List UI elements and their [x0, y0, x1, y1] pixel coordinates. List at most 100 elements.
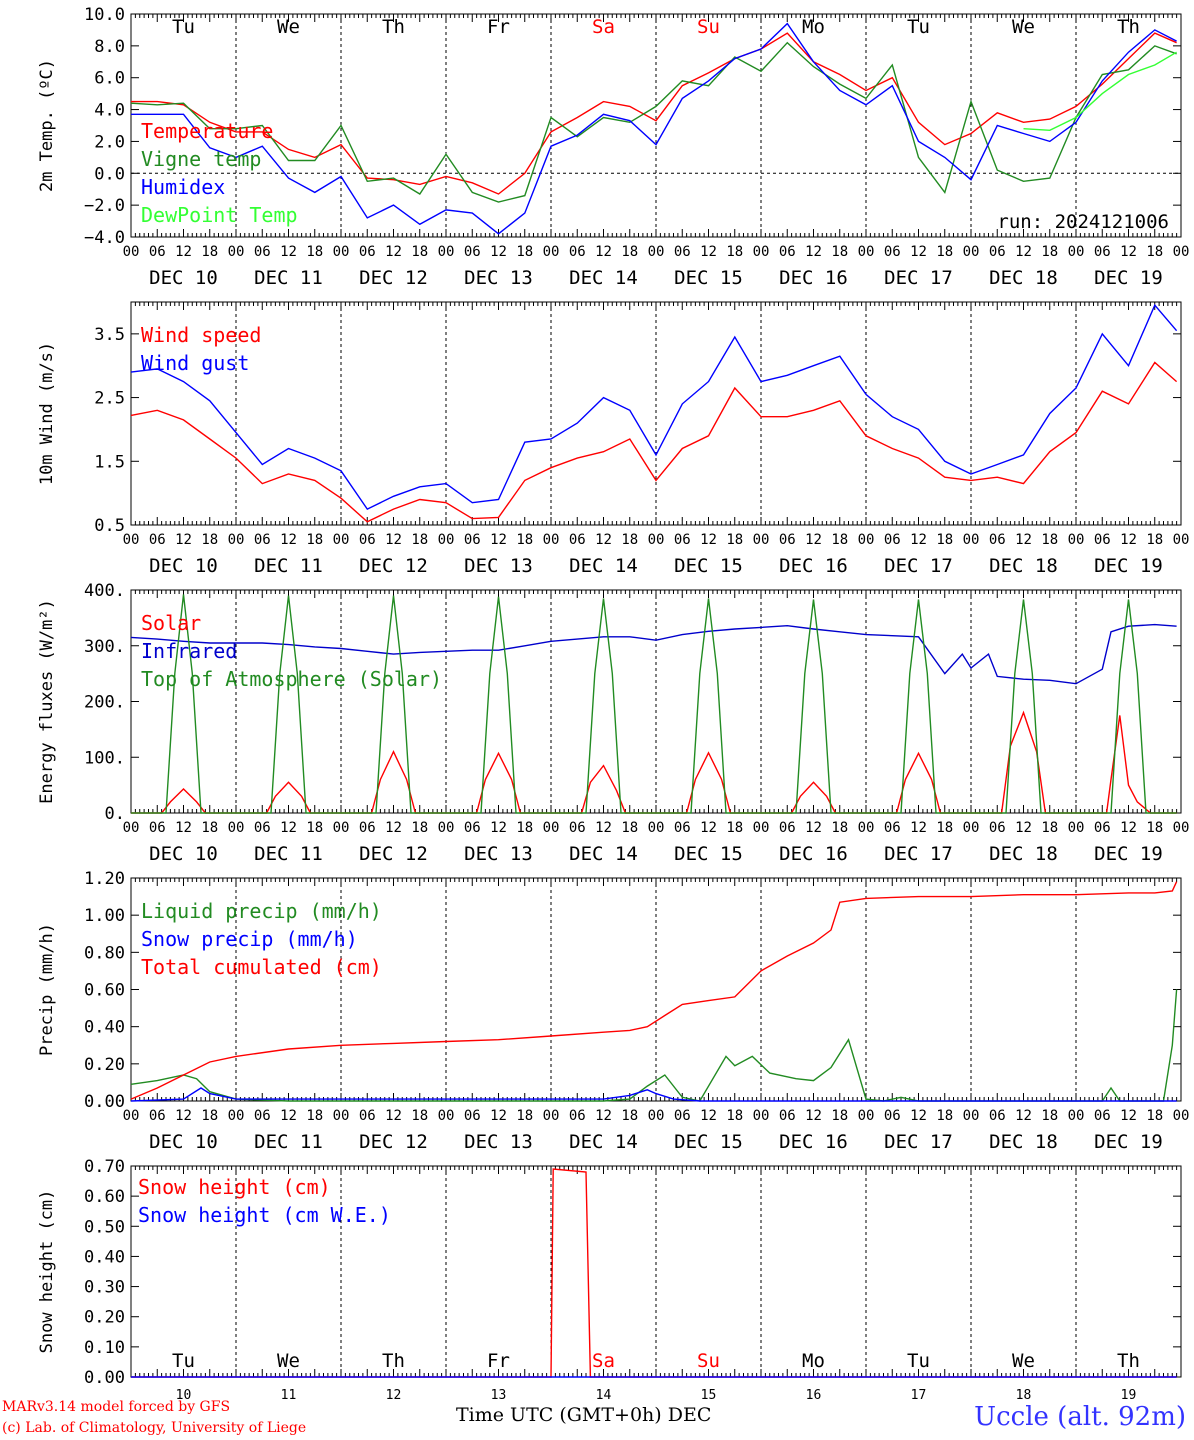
x-hour-label: 12 — [1120, 1108, 1137, 1124]
day-label: Mo — [802, 16, 825, 38]
x-hour-label: 00 — [333, 820, 350, 836]
x-date-label: DEC 19 — [1094, 1131, 1163, 1153]
x-hour-label: 00 — [753, 1108, 770, 1124]
x-date-label: DEC 13 — [464, 267, 533, 289]
x-hour-label: 12 — [595, 532, 612, 548]
x-hour-label: 12 — [700, 1108, 717, 1124]
x-date-label: DEC 10 — [149, 555, 218, 577]
x-hour-label: 06 — [884, 532, 901, 548]
day-number: 12 — [386, 1388, 402, 1403]
y-tick-label: 6.0 — [94, 69, 125, 89]
x-hour-label: 18 — [621, 820, 638, 836]
x-date-label: DEC 16 — [779, 843, 848, 865]
x-hour-label: 06 — [674, 1108, 691, 1124]
day-label: Su — [697, 1350, 720, 1372]
day-number: 14 — [596, 1388, 612, 1403]
x-date-label: DEC 19 — [1094, 267, 1163, 289]
x-hour-label: 12 — [175, 820, 192, 836]
day-label: We — [277, 16, 300, 38]
x-hour-label: 06 — [674, 532, 691, 548]
x-hour-label: 00 — [333, 1108, 350, 1124]
x-hour-label: 00 — [963, 820, 980, 836]
x-date-label: DEC 18 — [989, 843, 1058, 865]
x-hour-label: 06 — [149, 244, 166, 260]
y-tick-label: −4.0 — [84, 228, 125, 248]
x-hour-label: 12 — [595, 244, 612, 260]
y-tick-label: −2.0 — [84, 196, 125, 216]
x-hour-label: 06 — [884, 1108, 901, 1124]
x-hour-label: 00 — [1068, 1108, 1085, 1124]
x-hour-label: 12 — [280, 820, 297, 836]
x-hour-label: 12 — [910, 1108, 927, 1124]
y-tick-label: 0. — [105, 804, 125, 824]
x-date-label: DEC 15 — [674, 267, 743, 289]
x-hour-label: 18 — [726, 244, 743, 260]
y-tick-label: 1.20 — [84, 869, 125, 889]
x-date-label: DEC 13 — [464, 1131, 533, 1153]
x-hour-label: 18 — [1146, 244, 1163, 260]
series-line-top-of-atmosphere-solar- — [131, 594, 1177, 814]
x-hour-label: 06 — [149, 1108, 166, 1124]
day-label: Tu — [907, 16, 930, 38]
x-hour-label: 12 — [490, 820, 507, 836]
x-hour-label: 12 — [280, 1108, 297, 1124]
y-tick-label: 0.20 — [84, 1308, 125, 1328]
y-axis-label: Snow height (cm) — [37, 1190, 57, 1354]
x-hour-label: 18 — [306, 244, 323, 260]
x-hour-label: 12 — [1015, 1108, 1032, 1124]
x-hour-label: 12 — [1015, 532, 1032, 548]
x-date-label: DEC 14 — [569, 1131, 638, 1153]
legend-entry: Temperature — [141, 119, 273, 143]
y-tick-label: 300. — [84, 637, 125, 657]
series-line-temperature — [131, 32, 1177, 195]
x-hour-label: 12 — [595, 820, 612, 836]
x-date-label: DEC 12 — [359, 843, 428, 865]
x-hour-label: 00 — [438, 1108, 455, 1124]
x-hour-label: 18 — [621, 532, 638, 548]
legend-entry: Snow precip (mm/h) — [141, 927, 358, 951]
x-hour-label: 00 — [963, 244, 980, 260]
legend-entry: Vigne temp — [141, 147, 261, 171]
legend-entry: Wind gust — [141, 351, 249, 375]
y-tick-label: 0.40 — [84, 1247, 125, 1267]
x-hour-label: 18 — [1041, 532, 1058, 548]
x-hour-label: 12 — [910, 820, 927, 836]
x-hour-label: 06 — [359, 820, 376, 836]
x-hour-label: 06 — [569, 820, 586, 836]
lab-credit: (c) Lab. of Climatology, University of L… — [2, 1420, 307, 1436]
x-hour-label: 00 — [123, 820, 140, 836]
x-hour-label: 06 — [254, 1108, 271, 1124]
x-date-label: DEC 19 — [1094, 843, 1163, 865]
x-hour-label: 18 — [306, 820, 323, 836]
x-hour-label: 00 — [543, 1108, 560, 1124]
legend-entry: Total cumulated (cm) — [141, 955, 382, 979]
x-hour-label: 18 — [1146, 532, 1163, 548]
legend-entry: Snow height (cm W.E.) — [138, 1203, 391, 1227]
y-axis-label: Precip (mm/h) — [37, 923, 57, 1056]
y-tick-label: 0.00 — [84, 1092, 125, 1112]
x-hour-label: 12 — [490, 1108, 507, 1124]
x-hour-label: 12 — [805, 532, 822, 548]
x-hour-label: 00 — [1173, 244, 1190, 260]
x-hour-label: 12 — [280, 244, 297, 260]
x-date-label: DEC 11 — [254, 555, 323, 577]
day-label: Tu — [172, 1350, 195, 1372]
x-hour-label: 12 — [910, 244, 927, 260]
x-hour-label: 00 — [123, 1108, 140, 1124]
y-tick-label: 2.0 — [94, 132, 125, 152]
x-hour-label: 18 — [1146, 1108, 1163, 1124]
day-label: Th — [382, 16, 405, 38]
x-hour-label: 18 — [516, 244, 533, 260]
y-axis-label: 2m Temp. (ºC) — [37, 59, 57, 192]
y-axis-label: 10m Wind (m/s) — [37, 342, 57, 485]
x-hour-label: 06 — [569, 1108, 586, 1124]
x-hour-label: 00 — [648, 1108, 665, 1124]
x-hour-label: 06 — [989, 244, 1006, 260]
x-hour-label: 18 — [936, 1108, 953, 1124]
y-tick-label: 10.0 — [84, 5, 125, 25]
x-hour-label: 12 — [700, 532, 717, 548]
x-date-label: DEC 11 — [254, 1131, 323, 1153]
x-hour-label: 00 — [1068, 532, 1085, 548]
x-hour-label: 18 — [306, 532, 323, 548]
x-hour-label: 00 — [858, 820, 875, 836]
